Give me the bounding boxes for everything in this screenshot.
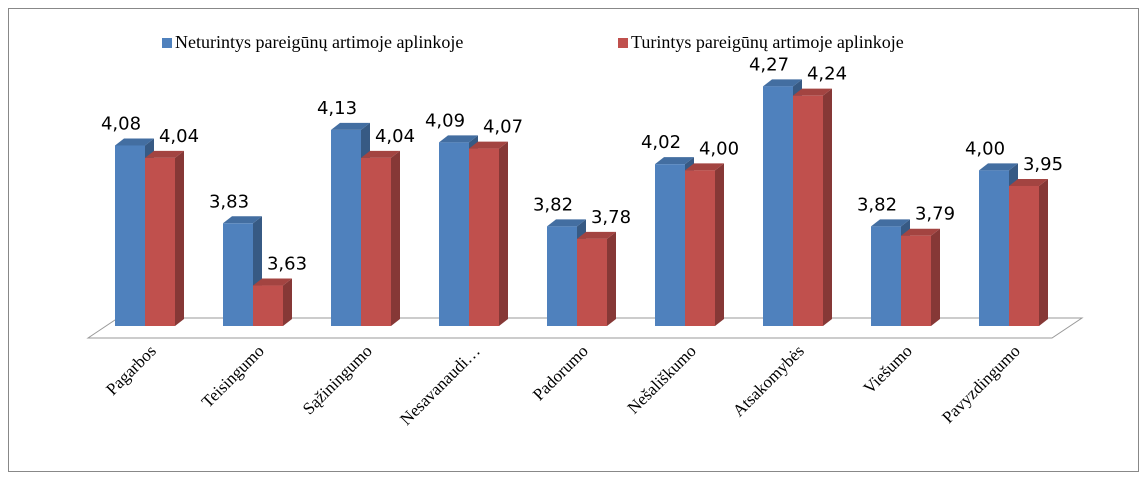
bar-top <box>469 141 508 149</box>
bar <box>577 231 616 326</box>
bar-front <box>439 142 469 326</box>
bar-side <box>715 163 724 326</box>
bar-front <box>793 95 823 326</box>
bar-side <box>1039 178 1048 326</box>
bar-front <box>685 170 715 326</box>
data-label: 3,82 <box>857 194 897 215</box>
data-label: 4,00 <box>965 138 1005 159</box>
bar-front <box>763 86 793 327</box>
bar-front <box>223 223 253 326</box>
bar-front <box>901 235 931 326</box>
data-label: 4,02 <box>641 132 681 153</box>
bar <box>361 150 400 326</box>
bar-front <box>469 148 499 326</box>
bar-top <box>253 278 292 286</box>
bar <box>901 228 940 326</box>
bar-side <box>499 141 508 326</box>
data-label: 4,04 <box>375 126 415 147</box>
bar-top <box>655 157 694 165</box>
bar-top <box>115 138 154 146</box>
data-label: 4,04 <box>159 126 199 147</box>
bar-front <box>115 145 145 326</box>
bar-front <box>655 164 685 326</box>
bar <box>253 278 292 326</box>
legend-label: Neturintys pareigūnų artimoje aplinkoje <box>175 32 463 52</box>
bar-top <box>763 79 802 87</box>
bar-top <box>145 150 184 158</box>
bar-side <box>391 150 400 326</box>
bar-top <box>871 219 910 227</box>
bar-side <box>175 150 184 326</box>
data-label: 4,24 <box>807 64 847 85</box>
bar-top <box>547 219 586 227</box>
bar <box>1009 178 1048 326</box>
bar-front <box>871 226 901 326</box>
data-label: 4,27 <box>749 54 789 75</box>
bar-top <box>901 228 940 236</box>
bar <box>793 88 832 326</box>
data-label: 3,82 <box>533 194 573 215</box>
bar-top <box>577 231 616 239</box>
bar-front <box>331 129 361 326</box>
legend-swatch <box>162 38 172 48</box>
bar-side <box>607 231 616 326</box>
bar-front <box>547 226 577 326</box>
bar-top <box>1009 178 1048 186</box>
bar-side <box>931 228 940 326</box>
data-label: 4,09 <box>425 110 465 131</box>
data-label: 4,08 <box>101 113 141 134</box>
bar-front <box>253 285 283 326</box>
data-label: 3,78 <box>591 207 631 228</box>
data-label: 4,00 <box>699 138 739 159</box>
bar <box>685 163 724 326</box>
bar-front <box>577 238 607 326</box>
bar <box>145 150 184 326</box>
bar-side <box>823 88 832 326</box>
bar-top <box>439 135 478 143</box>
bar-top <box>361 150 400 158</box>
bar <box>469 141 508 326</box>
data-label: 4,07 <box>483 117 523 138</box>
bar-front <box>979 170 1009 326</box>
bar-front <box>145 157 175 326</box>
bar-top <box>793 88 832 96</box>
data-label: 3,79 <box>915 204 955 225</box>
data-label: 4,13 <box>317 98 357 119</box>
data-label: 3,83 <box>209 191 249 212</box>
bar-top <box>979 163 1018 171</box>
bar-front <box>361 157 391 326</box>
bar-top <box>223 216 262 224</box>
legend-label: Turintys pareigūnų artimoje aplinkoje <box>631 32 904 52</box>
bar <box>223 216 262 326</box>
data-label: 3,63 <box>267 254 307 275</box>
bar-side <box>283 278 292 326</box>
legend-swatch <box>618 38 628 48</box>
bar-top <box>331 122 370 130</box>
bar-front <box>1009 185 1039 326</box>
data-label: 3,95 <box>1023 154 1063 175</box>
bar-top <box>685 163 724 171</box>
